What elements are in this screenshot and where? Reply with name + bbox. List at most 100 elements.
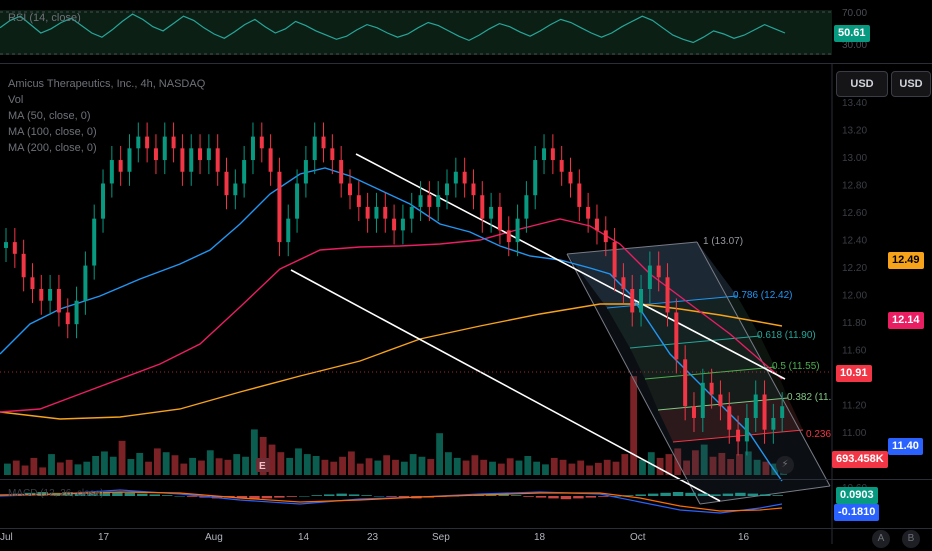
time-axis[interactable]: Jul 17 Aug 14 23 Sep 18 Oct 16 A B <box>0 528 932 551</box>
chart-legend: Amicus Therapeutics, Inc., 4h, NASDAQ Vo… <box>8 76 205 156</box>
candle-body <box>586 206 591 219</box>
price-chart[interactable]: 13.40 13.20 13.00 12.80 12.60 12.40 12.20 12.00… <box>0 64 932 544</box>
symbol-title: Amicus Therapeutics, Inc., 4h, NASDAQ <box>8 78 206 90</box>
macd-histogram-bar <box>747 493 759 496</box>
candle-body <box>709 382 714 395</box>
volume-bar <box>215 458 223 475</box>
candle-body <box>568 171 573 184</box>
volume-bar <box>418 456 426 475</box>
volume-bar <box>198 460 205 475</box>
macd-histogram-bar <box>373 496 385 497</box>
candle-body <box>127 148 132 172</box>
rsi-line <box>0 13 786 44</box>
button-a[interactable]: A <box>872 530 890 548</box>
volume-bar <box>21 465 29 475</box>
macd-histogram-bar <box>697 493 709 496</box>
rsi-pane[interactable]: 70.00 30.00 <box>0 0 932 62</box>
rsi-value-badge: 50.61 <box>834 25 870 42</box>
candle-body <box>515 218 520 243</box>
candle-body <box>780 406 785 418</box>
volume-bar <box>277 452 285 475</box>
macd-histogram-bar <box>249 496 260 500</box>
earnings-marker[interactable]: E <box>256 458 270 472</box>
candle-body <box>295 183 300 219</box>
macd-pane[interactable]: MACD (12, 26, close) <box>0 480 932 528</box>
volume-bar <box>321 459 329 475</box>
candle-body <box>268 148 273 172</box>
fib-level-0618: 0.618 (11.90) <box>757 330 816 341</box>
volume-bar <box>586 465 593 475</box>
volume-bar <box>665 454 673 475</box>
volume-bar <box>612 461 620 475</box>
fib-level-0382: 0.382 (11. <box>787 392 831 403</box>
volume-bar <box>259 437 267 475</box>
volume-bar <box>224 459 232 475</box>
channel-upper-line[interactable] <box>355 153 786 380</box>
currency-button-secondary[interactable]: USD <box>891 71 931 97</box>
volume-bar <box>303 454 311 475</box>
button-b[interactable]: B <box>902 530 920 548</box>
candle-body <box>727 406 732 430</box>
currency-button[interactable]: USD <box>836 71 888 97</box>
candle-body <box>603 230 608 243</box>
volume-bar <box>136 452 144 475</box>
volume-bar <box>445 452 452 475</box>
volume-bar <box>39 467 47 475</box>
last-price-label: 10.91 <box>836 365 872 382</box>
volume-bar <box>621 454 629 475</box>
volume-bar <box>83 461 91 475</box>
volume-bar <box>497 463 505 475</box>
candle-body <box>12 242 17 254</box>
x-tick-1: 17 <box>98 532 110 543</box>
volume-bar <box>506 458 514 475</box>
pane-divider-bottom[interactable] <box>0 479 932 480</box>
candle-body <box>418 195 423 207</box>
macd-histogram-bar <box>598 496 609 497</box>
macd-legend: MACD (12, 26, close) <box>8 488 104 499</box>
candle-body <box>718 394 723 407</box>
candle-body <box>39 289 44 301</box>
macd-histogram-bar <box>361 495 372 496</box>
candle-body <box>153 148 158 161</box>
volume-bar <box>471 455 479 475</box>
volume-bar <box>30 457 38 475</box>
volume-bar <box>162 452 170 475</box>
candle-body <box>744 417 749 442</box>
candle-body <box>4 242 8 248</box>
y-tick: 12.00 <box>842 291 867 302</box>
volume-bar <box>683 460 690 475</box>
candle-body <box>56 289 61 313</box>
macd-histogram-bar <box>174 496 185 497</box>
lightning-icon[interactable]: ⚡ <box>776 456 794 474</box>
volume-bar <box>374 460 382 475</box>
volume-bar <box>356 463 364 475</box>
pane-divider-top[interactable] <box>0 63 932 64</box>
macd-histogram-bar <box>348 494 360 496</box>
volume-bar <box>48 454 55 475</box>
volume-bar <box>771 463 779 475</box>
x-tick-2: Aug <box>205 532 223 543</box>
macd-histogram-bar <box>660 492 671 496</box>
candle-body <box>594 218 599 231</box>
volume-value-label: 693.458K <box>832 451 888 468</box>
x-tick-7: Oct <box>630 532 646 543</box>
macd-histogram-bar <box>772 495 783 496</box>
volume-bar <box>109 456 117 475</box>
macd-histogram-bar <box>685 492 696 496</box>
candle-body <box>753 394 758 418</box>
channel-lower-line[interactable] <box>290 269 721 502</box>
y-tick: 11.00 <box>842 428 867 439</box>
x-tick-3: 14 <box>298 532 310 543</box>
ma100-legend: MA (100, close, 0) <box>8 126 97 138</box>
candle-body <box>30 277 35 289</box>
volume-bar <box>242 456 249 475</box>
candle-body <box>321 136 326 149</box>
macd-signal-line <box>0 491 783 512</box>
volume-bar <box>233 454 241 475</box>
volume-bar <box>533 461 541 475</box>
macd-histogram-bar <box>398 496 410 498</box>
volume-bar <box>383 455 391 475</box>
volume-bar <box>400 461 408 475</box>
volume-bar <box>65 459 73 475</box>
volume-bar <box>427 459 435 475</box>
